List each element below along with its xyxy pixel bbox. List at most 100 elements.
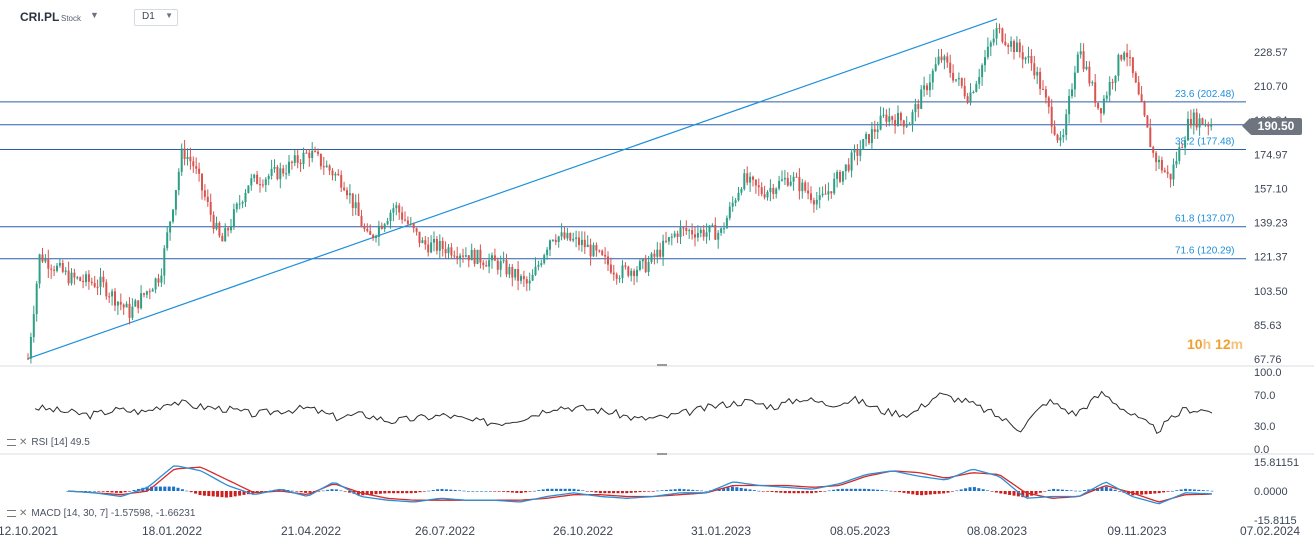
candle-body bbox=[998, 28, 1001, 30]
macd-histogram-bar bbox=[585, 491, 589, 492]
symbol-name[interactable]: CRI.PL bbox=[20, 10, 60, 24]
macd-histogram-bar bbox=[510, 491, 514, 493]
candle-body bbox=[1079, 51, 1082, 55]
candle-body bbox=[531, 274, 534, 281]
candle-body bbox=[766, 191, 769, 198]
candle-body bbox=[122, 304, 125, 308]
macd-histogram-bar bbox=[911, 491, 915, 495]
candle-body bbox=[839, 171, 841, 182]
candle-body bbox=[1201, 118, 1204, 125]
candle-body bbox=[986, 46, 989, 58]
candle-body bbox=[386, 221, 389, 225]
candle-body bbox=[525, 279, 528, 284]
macd-histogram-bar bbox=[233, 491, 237, 497]
candle-body bbox=[85, 274, 87, 283]
macd-histogram-bar bbox=[422, 491, 426, 492]
macd-histogram-bar bbox=[594, 491, 598, 493]
macd-histogram-bar bbox=[427, 490, 431, 492]
macd-histogram-bar bbox=[880, 490, 884, 491]
macd-histogram-bar bbox=[990, 491, 994, 492]
candle-body bbox=[459, 255, 462, 259]
candle-body bbox=[1010, 41, 1013, 47]
macd-label: MACD [14, 30, 7] -1.57598, -1.66231 bbox=[31, 508, 196, 519]
candle-body bbox=[1065, 114, 1068, 136]
candle-body bbox=[540, 263, 543, 265]
macd-histogram-bar bbox=[788, 491, 792, 494]
candle-body bbox=[293, 155, 296, 163]
menu-icon[interactable] bbox=[7, 439, 16, 446]
macd-histogram-bar bbox=[858, 488, 862, 491]
macd-histogram-bar bbox=[436, 489, 440, 491]
candle-body bbox=[1163, 170, 1166, 173]
candle-body bbox=[93, 283, 96, 287]
candle-body bbox=[595, 245, 598, 251]
macd-histogram-bar bbox=[550, 488, 554, 491]
candle-body bbox=[1027, 55, 1030, 58]
candle-body bbox=[264, 179, 267, 186]
macd-histogram-bar bbox=[198, 491, 202, 496]
macd-histogram-bar bbox=[216, 491, 220, 497]
candle-body bbox=[325, 165, 328, 168]
y-tick-label: 85.63 bbox=[1254, 320, 1282, 332]
macd-histogram-bar bbox=[691, 489, 695, 491]
macd-histogram-bar bbox=[524, 491, 528, 493]
candle-body bbox=[1114, 75, 1117, 83]
close-icon[interactable]: ✕ bbox=[19, 508, 28, 519]
candle-body bbox=[984, 57, 986, 66]
candle-body bbox=[554, 239, 557, 242]
macd-histogram-bar bbox=[97, 491, 101, 492]
macd-histogram-bar bbox=[541, 489, 545, 491]
menu-icon[interactable] bbox=[7, 510, 16, 517]
candle-body bbox=[143, 293, 145, 295]
fib-level-label: 71.6 (120.29) bbox=[1175, 246, 1235, 257]
x-tick-label: 31.01.2023 bbox=[691, 524, 751, 538]
close-icon[interactable]: ✕ bbox=[19, 437, 28, 448]
macd-histogram-bar bbox=[150, 486, 154, 491]
candle-body bbox=[250, 178, 253, 186]
macd-histogram-bar bbox=[290, 490, 294, 492]
macd-histogram-bar bbox=[546, 488, 550, 491]
candle-body bbox=[1111, 82, 1114, 84]
candle-body bbox=[665, 240, 667, 242]
macd-histogram-bar bbox=[84, 491, 88, 492]
candle-body bbox=[450, 247, 453, 256]
macd-histogram-bar bbox=[695, 490, 699, 491]
macd-histogram-bar bbox=[387, 491, 391, 494]
macd-histogram-bar bbox=[128, 491, 132, 492]
candle-body bbox=[757, 185, 760, 188]
macd-histogram-bar bbox=[915, 491, 919, 496]
candle-body bbox=[1091, 82, 1094, 84]
macd-histogram-bar bbox=[1016, 491, 1020, 497]
candle-body bbox=[923, 85, 926, 90]
symbol-dropdown-icon[interactable]: ▼ bbox=[90, 10, 99, 20]
macd-histogram-bar bbox=[92, 491, 96, 492]
macd-histogram-bar bbox=[678, 488, 682, 491]
macd-histogram-bar bbox=[330, 489, 334, 491]
macd-histogram-bar bbox=[317, 491, 321, 492]
macd-histogram-bar bbox=[194, 491, 198, 494]
candle-body bbox=[778, 180, 781, 189]
candle-body bbox=[311, 150, 314, 158]
candle-body bbox=[1021, 52, 1024, 60]
candle-body bbox=[607, 256, 609, 265]
macd-histogram-bar bbox=[898, 491, 902, 493]
candle-body bbox=[694, 234, 696, 238]
timeframe-select[interactable]: D1 ▼ bbox=[134, 9, 178, 26]
candle-body bbox=[244, 192, 247, 203]
candle-body bbox=[960, 78, 963, 86]
candle-countdown: 10h 12m bbox=[1187, 336, 1243, 352]
macd-histogram-bar bbox=[748, 489, 752, 491]
macd-histogram-bar bbox=[937, 491, 941, 494]
macd-histogram-bar bbox=[326, 489, 330, 491]
candle-body bbox=[781, 179, 783, 181]
macd-histogram-bar bbox=[321, 490, 325, 492]
candle-body bbox=[812, 200, 815, 205]
candle-body bbox=[786, 177, 789, 186]
macd-histogram-bar bbox=[818, 491, 822, 492]
candle-body bbox=[392, 208, 395, 213]
candle-body bbox=[972, 91, 975, 93]
macd-histogram-bar bbox=[854, 488, 858, 491]
candle-body bbox=[377, 225, 380, 237]
macd-histogram-bar bbox=[1162, 491, 1166, 493]
